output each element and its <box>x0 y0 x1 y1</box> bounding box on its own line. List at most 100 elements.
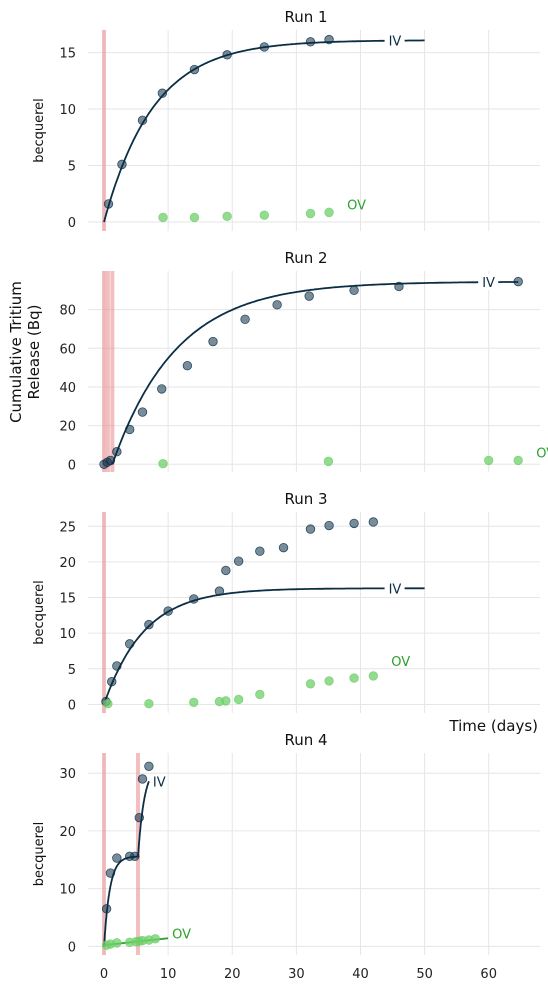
ov-data-point <box>144 699 154 709</box>
y-tick-label: 60 <box>59 342 76 357</box>
iv-data-point <box>124 639 135 649</box>
ov-data-point <box>233 694 244 705</box>
series-label: IV <box>389 582 402 597</box>
y-tick-label: 20 <box>59 556 76 571</box>
event-band <box>102 271 107 472</box>
ov-data-point <box>323 456 334 467</box>
iv-data-point <box>137 774 148 784</box>
event-band <box>102 753 107 955</box>
y-tick-label: 20 <box>59 825 76 840</box>
iv-data-point <box>144 619 154 630</box>
event-band <box>110 271 115 472</box>
y-tick-label: 15 <box>59 47 76 62</box>
ov-data-point <box>150 934 161 944</box>
ov-data-point <box>368 671 379 681</box>
iv-data-point <box>124 424 135 435</box>
iv-data-point <box>112 447 122 457</box>
iv-data-point <box>107 676 117 687</box>
series-label: OV <box>172 927 191 942</box>
iv-data-point <box>189 64 200 75</box>
iv-data-point <box>134 812 144 823</box>
y-tick-label: 10 <box>59 103 76 118</box>
ov-data-point <box>112 938 122 948</box>
event-band <box>102 30 107 231</box>
x-tick-label: 30 <box>288 967 305 982</box>
iv-data-point <box>157 88 168 98</box>
ov-data-point <box>305 679 316 689</box>
ov-data-point <box>305 208 316 219</box>
iv-data-point <box>324 520 334 531</box>
iv-data-point <box>240 314 250 325</box>
ov-data-point <box>324 207 334 218</box>
iv-data-point <box>259 42 270 52</box>
iv-data-point <box>214 586 225 596</box>
iv-data-point <box>137 115 148 126</box>
iv-fit-line <box>111 281 519 465</box>
y-tick-label: 5 <box>68 160 76 175</box>
iv-data-point <box>112 661 122 671</box>
event-band <box>105 271 110 472</box>
iv-data-point <box>368 517 379 527</box>
ov-data-point <box>222 211 232 222</box>
x-tick-label: 0 <box>100 967 108 982</box>
event-band <box>102 512 107 713</box>
panel-title: Run 1 <box>284 8 327 26</box>
iv-data-point <box>272 300 282 310</box>
ov-data-point <box>255 689 265 700</box>
iv-data-point <box>105 868 116 878</box>
x-tick-label: 40 <box>352 967 369 982</box>
y-axis-label: becquerel <box>32 580 47 645</box>
iv-data-point <box>305 37 316 47</box>
ov-data-point <box>189 212 200 223</box>
iv-data-point <box>233 556 244 566</box>
series-label: IV <box>482 276 495 291</box>
ov-data-point <box>484 455 494 466</box>
y-tick-label: 30 <box>59 767 76 782</box>
iv-data-point <box>349 285 359 296</box>
iv-data-point <box>137 407 148 417</box>
x-tick-label: 10 <box>160 967 177 982</box>
ov-data-point <box>349 673 359 683</box>
y-tick-label: 0 <box>68 698 76 713</box>
series-label: OV <box>536 446 548 461</box>
iv-data-point <box>208 336 218 347</box>
iv-data-point <box>144 761 154 771</box>
panel-title: Run 4 <box>284 731 327 749</box>
iv-data-point <box>189 594 199 604</box>
y-tick-label: 40 <box>59 381 76 396</box>
y-tick-label: 0 <box>68 216 76 231</box>
iv-data-point <box>101 904 112 914</box>
iv-data-point <box>324 34 334 45</box>
ov-data-point <box>158 458 168 469</box>
iv-data-point <box>222 50 232 60</box>
ov-data-point <box>324 676 334 686</box>
panel-title: Run 3 <box>284 490 327 508</box>
panel-2: 0 20 40 60 80 Run 2 IV OV <box>59 249 548 473</box>
x-tick-label: 50 <box>416 967 433 982</box>
y-tick-label: 0 <box>68 940 76 955</box>
shared-y-label-line1: Cumulative Tritium <box>7 281 25 423</box>
iv-data-point <box>103 199 114 209</box>
x-tick-label: 60 <box>480 967 497 982</box>
y-tick-label: 20 <box>59 420 76 435</box>
iv-data-point <box>157 384 167 394</box>
iv-data-point <box>278 542 289 553</box>
panel-1: 0 5 10 15 Run 1 becquerel IV OV <box>32 8 540 231</box>
iv-fit-line <box>103 39 425 223</box>
iv-fit-line <box>103 587 425 705</box>
y-axis-label: becquerel <box>32 822 47 887</box>
iv-data-point <box>394 281 404 292</box>
ov-data-point <box>103 699 113 709</box>
y-tick-label: 10 <box>59 883 76 898</box>
shared-y-label-line2: Release (Bq) <box>25 305 43 400</box>
iv-data-point <box>304 291 314 301</box>
iv-data-point <box>182 361 193 371</box>
x-tick-label: 20 <box>224 967 241 982</box>
series-label-bg <box>384 580 405 597</box>
iv-fit-line <box>103 781 150 947</box>
ov-data-point <box>259 210 270 220</box>
series-label: OV <box>347 198 366 213</box>
iv-data-point <box>130 851 140 862</box>
ov-data-point <box>513 455 523 466</box>
